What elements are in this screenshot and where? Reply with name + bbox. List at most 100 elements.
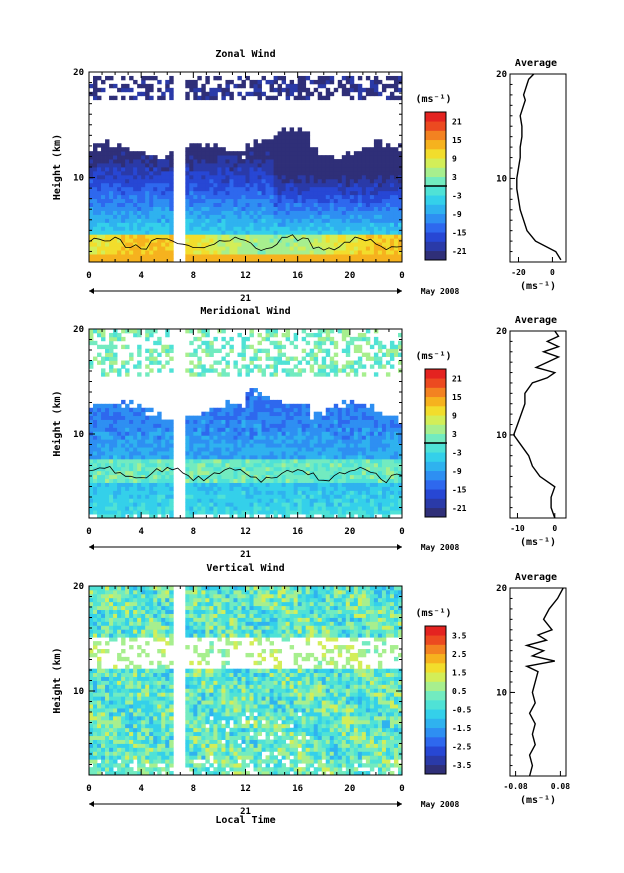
heatmap-cell: [121, 458, 126, 464]
heatmap-cell: [325, 230, 331, 235]
heatmap-cell: [121, 182, 126, 188]
heatmap-cell: [329, 190, 335, 196]
heatmap-cell: [153, 482, 158, 487]
heatmap-cell: [297, 478, 303, 483]
heatmap-cell: [221, 490, 226, 495]
heatmap-cell: [257, 222, 262, 227]
heatmap-cell: [345, 470, 351, 476]
heatmap-cell: [89, 163, 94, 168]
heatmap-cell: [293, 458, 299, 464]
heatmap-cell: [297, 419, 303, 424]
heatmap-cell: [261, 151, 266, 156]
heatmap-cell: [205, 163, 210, 168]
heatmap-cell: [245, 143, 250, 148]
heatmap-cell: [93, 234, 98, 239]
heatmap-cell: [113, 95, 118, 101]
heatmap-cell: [213, 423, 218, 428]
heatmap-cell: [325, 332, 331, 338]
heatmap-cell: [317, 336, 323, 342]
heatmap-cell: [337, 250, 343, 255]
heatmap-cell: [281, 258, 287, 263]
heatmap-cell: [277, 490, 283, 495]
heatmap-cell: [357, 498, 363, 503]
heatmap-cell: [345, 198, 351, 204]
heatmap-cell: [369, 83, 375, 89]
heatmap-cell: [249, 202, 254, 207]
heatmap-cell: [237, 238, 242, 243]
heatmap-cell: [309, 190, 315, 196]
heatmap-cell: [365, 439, 371, 444]
heatmap-cell: [169, 348, 174, 354]
heatmap-cell: [249, 178, 254, 184]
heatmap-cell: [113, 159, 118, 164]
heatmap-cell: [233, 258, 238, 263]
heatmap-cell: [281, 242, 287, 247]
heatmap-cell: [253, 147, 258, 152]
heatmap-cell: [237, 250, 242, 255]
heatmap-cell: [305, 182, 311, 188]
heatmap-cell: [213, 360, 218, 365]
heatmap-cell: [325, 455, 331, 460]
heatmap-cell: [393, 159, 399, 164]
heatmap-cell: [353, 210, 359, 215]
heatmap-cell: [233, 210, 238, 215]
heatmap-cell: [157, 95, 162, 101]
heatmap-cell: [141, 466, 146, 472]
heatmap-cell: [353, 407, 359, 413]
heatmap-cell: [121, 222, 126, 227]
heatmap-cell: [201, 190, 206, 196]
heatmap-cell: [209, 194, 214, 200]
heatmap-cell: [305, 494, 311, 499]
heatmap-cell: [241, 79, 246, 85]
heatmap-cell: [217, 462, 222, 468]
heatmap-cell: [137, 482, 142, 487]
heatmap-cell: [133, 482, 138, 487]
heatmap-cell: [329, 415, 335, 420]
heatmap-cell: [233, 194, 238, 200]
heatmap-cell: [269, 439, 274, 444]
heatmap-cell: [301, 135, 307, 140]
heatmap-cell: [365, 250, 371, 255]
heatmap-cell: [185, 435, 190, 440]
heatmap-cell: [353, 451, 359, 456]
heatmap-cell: [373, 254, 379, 259]
heatmap-cell: [133, 447, 138, 452]
heatmap-cell: [245, 455, 250, 460]
heatmap-cell: [157, 218, 162, 223]
heatmap-cell: [281, 75, 287, 81]
heatmap-cell: [397, 194, 403, 200]
heatmap-cell: [277, 439, 283, 444]
heatmap-cell: [345, 210, 351, 215]
heatmap-cell: [277, 451, 283, 456]
heatmap-cell: [381, 415, 387, 420]
heatmap-cell: [253, 458, 258, 464]
heatmap-cell: [89, 419, 94, 424]
heatmap-cell: [217, 163, 222, 168]
heatmap-cell: [357, 202, 363, 207]
heatmap-cell: [321, 447, 327, 452]
heatmap-cell: [101, 170, 106, 176]
heatmap-cell: [113, 198, 118, 204]
heatmap-cell: [389, 147, 395, 152]
heatmap-cell: [193, 83, 198, 89]
heatmap-cell: [265, 254, 270, 259]
heatmap-cell: [345, 407, 351, 413]
heatmap-cell: [281, 411, 287, 417]
heatmap-cell: [197, 462, 202, 468]
heatmap-cell: [149, 174, 154, 180]
heatmap-cell: [365, 458, 371, 464]
heatmap-cell: [117, 222, 122, 227]
heatmap-cell: [157, 443, 162, 448]
heatmap-cell: [205, 214, 210, 219]
heatmap-cell: [165, 234, 170, 239]
heatmap-cell: [317, 206, 323, 211]
heatmap-cell: [197, 198, 202, 204]
heatmap-cell: [209, 486, 214, 491]
heatmap-cell: [349, 226, 355, 231]
heatmap-cell: [289, 87, 295, 93]
heatmap-cell: [385, 474, 391, 480]
heatmap-cell: [113, 502, 118, 507]
heatmap-cell: [165, 226, 170, 231]
heatmap-cell: [265, 182, 270, 188]
heatmap-cell: [189, 230, 194, 235]
